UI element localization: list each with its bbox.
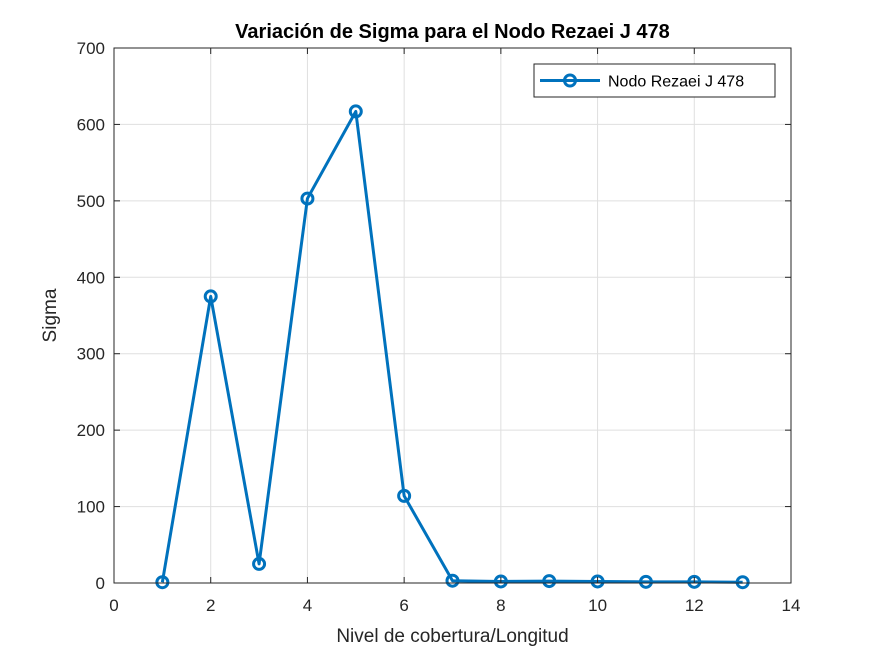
data-point: [445, 573, 460, 588]
y-axis-label: Sigma: [40, 288, 61, 342]
legend-entry-label: Nodo Rezaei J 478: [608, 74, 744, 91]
data-point: [203, 289, 218, 304]
data-point: [252, 556, 267, 571]
axes-box: [113, 47, 792, 584]
x-axis-label: Nivel de cobertura/Longitud: [336, 626, 568, 647]
legend: Nodo Rezaei J 478: [533, 63, 776, 98]
data-point: [590, 574, 605, 589]
x-tick-label: 6: [399, 596, 408, 615]
data-point: [155, 575, 170, 590]
y-tick-label: 300: [77, 345, 105, 364]
data-point: [638, 574, 653, 589]
ticks: 0 2 4 6 8 10 12 14 0 100 200 300 400 500 600 700: [77, 39, 801, 615]
x-tick-label: 10: [588, 596, 607, 615]
y-tick-label: 700: [77, 39, 105, 58]
y-tick-label: 100: [77, 498, 105, 517]
data-point: [397, 488, 412, 503]
x-tick-label: 12: [685, 596, 704, 615]
series-layer: [155, 104, 750, 590]
data-point: [542, 574, 557, 589]
x-tick-label: 8: [496, 596, 505, 615]
data-point: [348, 104, 363, 119]
y-tick-label: 0: [96, 574, 105, 593]
x-tick-label: 0: [109, 596, 118, 615]
data-point: [493, 574, 508, 589]
x-tick-label: 2: [206, 596, 215, 615]
series-line: [160, 109, 743, 584]
y-tick-label: 500: [77, 192, 105, 211]
legend-marker-swatch: [563, 73, 577, 88]
data-point: [735, 575, 750, 590]
y-tick-label: 600: [77, 115, 105, 134]
data-point: [300, 191, 315, 206]
chart-title: Variación de Sigma para el Nodo Rezaei J…: [235, 21, 670, 43]
plot-area: [114, 48, 791, 583]
y-tick-label: 400: [77, 268, 105, 287]
x-tick-label: 4: [303, 596, 312, 615]
y-tick-label: 200: [77, 421, 105, 440]
data-point: [687, 574, 702, 589]
x-tick-label: 14: [782, 596, 801, 615]
